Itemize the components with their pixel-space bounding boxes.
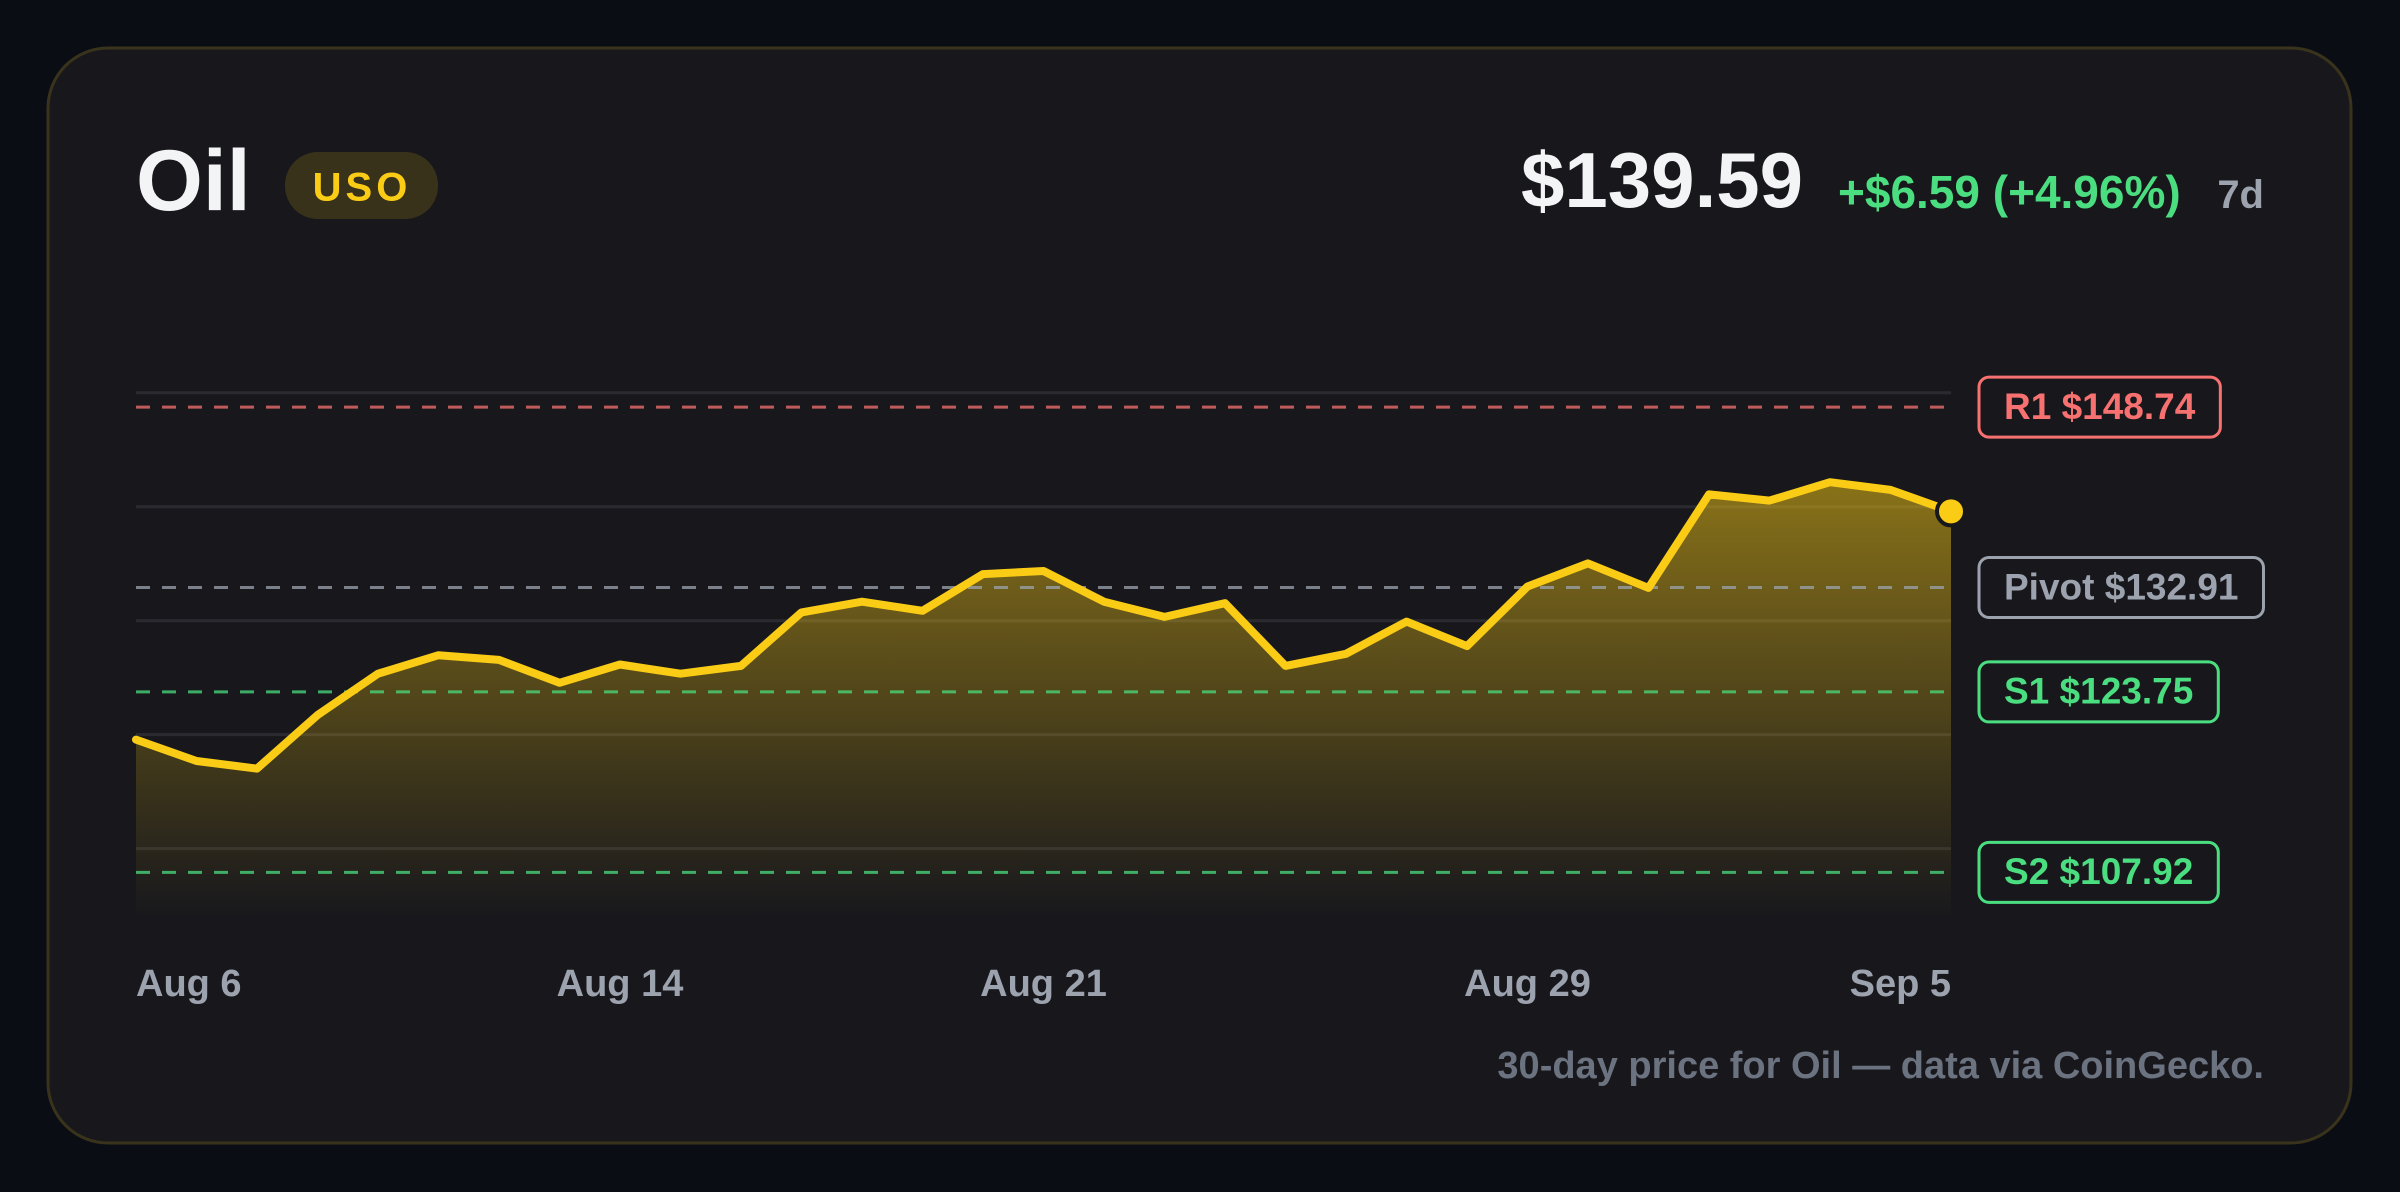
level-badge (1977, 660, 2220, 724)
price-area (136, 482, 1951, 917)
x-tick-label: Aug 21 (980, 963, 1107, 1005)
level-label: Pivot $132.91 (2004, 566, 2238, 607)
asset-name: Oil (136, 133, 251, 229)
footnote: 30-day price for Oil — data via CoinGeck… (1497, 1045, 2264, 1087)
level-label: S1 $123.75 (2004, 671, 2193, 712)
level-label: R1 $148.74 (2004, 386, 2196, 427)
x-tick-label: Sep 5 (1850, 963, 1951, 1005)
x-tick-label: Aug 29 (1464, 963, 1591, 1005)
level-label: S2 $107.92 (2004, 851, 2193, 892)
level-badge (1977, 840, 2220, 904)
price-change: +$6.59 (+4.96%) (1838, 166, 2181, 218)
period: 7d (2217, 173, 2264, 217)
ticker-badge (285, 152, 438, 219)
x-tick-label: Aug 14 (557, 963, 684, 1005)
plot: R1 $148.74 Pivot $132.91 S1 $123.75 S2 $107… (132, 375, 2265, 1005)
price-line (132, 478, 1955, 773)
ticker: USO (313, 166, 412, 210)
x-tick-label: Aug 6 (136, 963, 242, 1005)
price: $139.59 (1521, 136, 1803, 224)
level-badge (1977, 556, 2265, 620)
level-badge (1977, 375, 2222, 439)
last-point (1935, 495, 1967, 528)
